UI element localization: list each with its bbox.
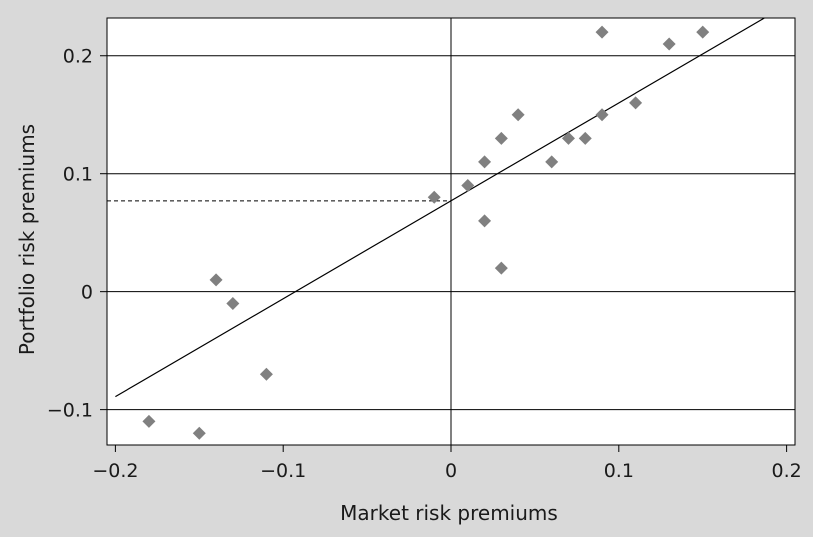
axes: −0.2 −0.1 0 0.1 0.2 −0.1 0 0.1 0.2 [47, 46, 802, 482]
data-point-3 [226, 296, 240, 310]
x-tick-label-3: 0.1 [604, 460, 634, 482]
data-point-8 [478, 214, 492, 228]
data-point-13 [561, 131, 575, 145]
data-point-5 [427, 190, 441, 204]
y-tick-label-3: 0.2 [63, 46, 93, 68]
data-point-9 [494, 131, 508, 145]
y-tick-label-0: −0.1 [47, 400, 93, 422]
data-point-10 [494, 261, 508, 275]
data-point-12 [545, 155, 559, 169]
data-point-7 [478, 155, 492, 169]
x-tick-label-1: −0.1 [260, 460, 306, 482]
regression-line [115, 17, 765, 398]
data-point-0 [142, 414, 156, 428]
data-point-6 [461, 178, 475, 192]
data-point-19 [696, 25, 710, 39]
x-axis-label: Market risk premiums [340, 501, 558, 525]
y-tick-label-2: 0.1 [63, 164, 93, 186]
data-point-18 [662, 37, 676, 51]
reference-lines [107, 18, 795, 445]
data-point-11 [511, 108, 525, 122]
fit-line-layer [115, 17, 765, 398]
data-points [142, 25, 710, 440]
data-point-14 [578, 131, 592, 145]
data-point-1 [192, 426, 206, 440]
data-point-2 [209, 273, 223, 287]
data-point-15 [595, 25, 609, 39]
y-tick-label-1: 0 [81, 282, 93, 304]
x-tick-label-2: 0 [445, 460, 457, 482]
y-axis-label: Portfolio risk premiums [15, 124, 39, 355]
x-tick-label-4: 0.2 [772, 460, 802, 482]
x-tick-label-0: −0.2 [92, 460, 138, 482]
data-point-17 [629, 96, 643, 110]
data-point-4 [259, 367, 273, 381]
data-point-16 [595, 108, 609, 122]
